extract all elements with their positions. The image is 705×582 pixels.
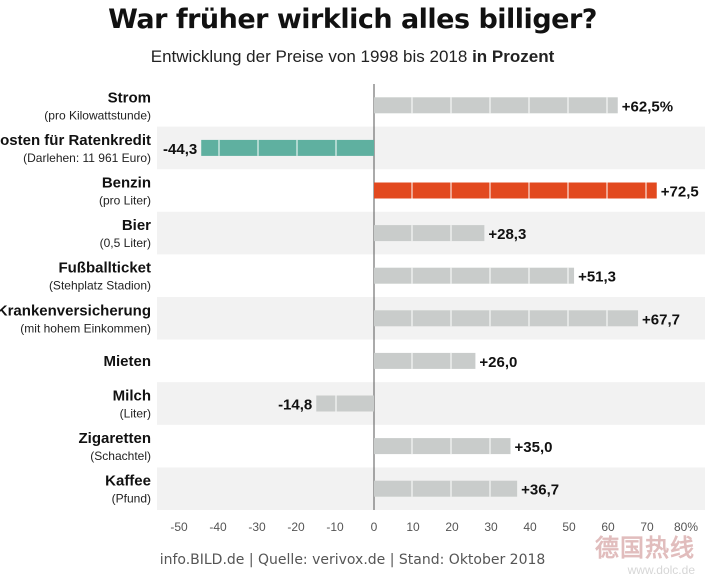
- value-label: +26,0: [479, 354, 517, 371]
- bar-chart: Strom (pro Kilowattstunde) +62,5% Kosten fü…: [0, 84, 705, 534]
- watermark-url: www.dolc.de: [627, 563, 695, 577]
- subtitle-unit: in Prozent: [472, 47, 555, 66]
- value-label: +62,5%: [622, 98, 673, 115]
- watermark: 德国热线 www.dolc.de: [595, 528, 695, 577]
- x-tick-label: -40: [209, 520, 227, 534]
- category-sublabel: (Darlehen: 11 961 Euro): [23, 151, 151, 165]
- category-label: Benzin: [102, 175, 151, 192]
- bar: [374, 438, 511, 455]
- x-tick-label: 40: [523, 520, 537, 534]
- category-sublabel: (pro Liter): [99, 194, 151, 208]
- chart-title: War früher wirklich alles billiger?: [108, 4, 597, 35]
- category-sublabel: (Schachtel): [90, 449, 151, 463]
- value-label: +72,5: [661, 184, 699, 201]
- x-tick-label: 30: [484, 520, 498, 534]
- bar: [374, 352, 476, 369]
- category-sublabel: (Pfund): [112, 492, 151, 506]
- bar: [201, 139, 374, 156]
- value-label: +51,3: [578, 269, 616, 286]
- category-label: Milch: [113, 388, 151, 405]
- value-label: +67,7: [642, 311, 680, 328]
- category-label: Krankenversicherung: [0, 302, 151, 319]
- value-label: +36,7: [521, 482, 559, 499]
- bar: [374, 267, 575, 284]
- x-tick-label: 80%: [674, 520, 698, 534]
- watermark-name: 德国热线: [595, 535, 695, 562]
- category-sublabel: (mit hohem Einkommen): [20, 321, 151, 335]
- x-tick-label: 10: [406, 520, 420, 534]
- bar: [374, 182, 657, 199]
- row-stripe: [157, 382, 705, 425]
- x-tick-label: -30: [248, 520, 266, 534]
- x-tick-label: 0: [371, 520, 378, 534]
- value-label: -14,8: [278, 397, 312, 414]
- category-sublabel: (0,5 Liter): [100, 236, 151, 250]
- bar: [374, 480, 518, 497]
- subtitle-text: Entwicklung der Preise von 1998 bis 2018: [150, 47, 468, 66]
- x-tick-label: -50: [170, 520, 188, 534]
- category-sublabel: (Stehplatz Stadion): [49, 279, 151, 293]
- x-tick-label: 70: [640, 520, 654, 534]
- category-sublabel: (Liter): [120, 407, 151, 421]
- category-label: Fußballticket: [58, 260, 151, 277]
- category-label: Kosten für Ratenkredit: [0, 132, 151, 149]
- category-label: Bier: [122, 217, 151, 234]
- category-label: Strom: [108, 89, 151, 106]
- category-label: Kaffee: [105, 473, 151, 490]
- value-label: -44,3: [163, 141, 197, 158]
- bar: [374, 225, 485, 242]
- category-label: Zigaretten: [78, 430, 151, 447]
- bar: [374, 97, 618, 114]
- bar: [316, 395, 374, 412]
- x-tick-label: 20: [445, 520, 459, 534]
- x-tick-label: 60: [601, 520, 615, 534]
- x-tick-label: 50: [562, 520, 576, 534]
- x-tick-label: -10: [326, 520, 344, 534]
- x-tick-label: -20: [287, 520, 305, 534]
- value-label: +28,3: [488, 226, 526, 243]
- chart-subtitle: Entwicklung der Preise von 1998 bis 2018…: [0, 47, 705, 67]
- source-footer: info.BILD.de | Quelle: verivox.de | Stan…: [159, 552, 546, 568]
- category-sublabel: (pro Kilowattstunde): [44, 108, 151, 122]
- value-label: +35,0: [515, 439, 553, 456]
- category-label: Mieten: [103, 353, 151, 370]
- bar: [374, 310, 639, 327]
